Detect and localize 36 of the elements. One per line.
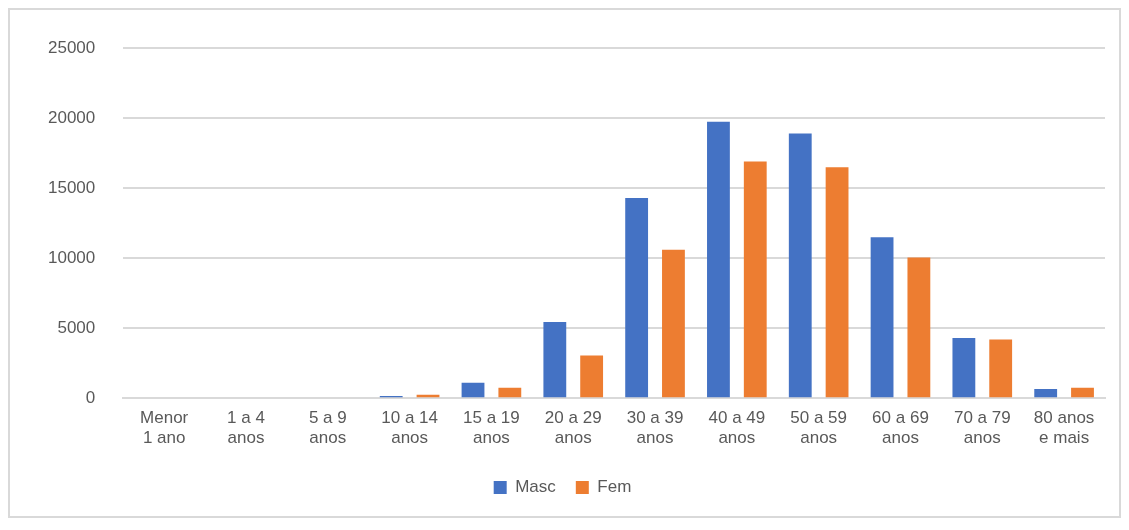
- bar: [1034, 389, 1058, 398]
- x-tick-label: 5 a 9 anos: [308, 408, 347, 448]
- bar: [662, 249, 685, 398]
- bar: [1071, 387, 1094, 398]
- x-tick-label: 70 a 79 anos: [953, 408, 1011, 448]
- y-tick-label: 15000: [47, 177, 96, 197]
- x-tick-label: 40 a 49 anos: [708, 408, 766, 448]
- bar: [707, 121, 730, 398]
- x-tick-label: 80 anos e mais: [1033, 408, 1095, 448]
- bar: [580, 355, 604, 398]
- y-tick-label: 25000: [47, 37, 96, 57]
- x-tick-label: 60 a 69 anos: [872, 408, 929, 448]
- x-tick-label: Menor 1 ano: [140, 408, 189, 448]
- y-tick-label: 0: [85, 387, 96, 407]
- bar: [625, 198, 649, 398]
- y-tick-label: 20000: [47, 107, 96, 127]
- x-tick-label: 30 a 39 anos: [626, 408, 684, 448]
- bar: [870, 237, 894, 398]
- x-tick-label: 15 a 19 anos: [463, 408, 520, 448]
- y-tick-label: 5000: [57, 317, 96, 337]
- y-tick-label: 10000: [47, 247, 96, 267]
- x-tick-label: 50 a 59 anos: [790, 408, 848, 448]
- bar: [498, 387, 522, 398]
- bar: [788, 133, 812, 398]
- bar: [952, 338, 976, 398]
- x-tick-label: 20 a 29 anos: [544, 408, 602, 448]
- bar: [461, 382, 485, 398]
- bar: [989, 339, 1013, 398]
- bar: [907, 257, 931, 398]
- bar: [543, 321, 567, 398]
- bar: [825, 167, 849, 398]
- x-tick-label: 1 a 4 anos: [227, 408, 265, 448]
- x-tick-label: 10 a 14 anos: [381, 408, 438, 448]
- legend-label: Fem: [597, 477, 632, 497]
- legend-label: Masc: [515, 477, 557, 497]
- bar: [743, 161, 767, 398]
